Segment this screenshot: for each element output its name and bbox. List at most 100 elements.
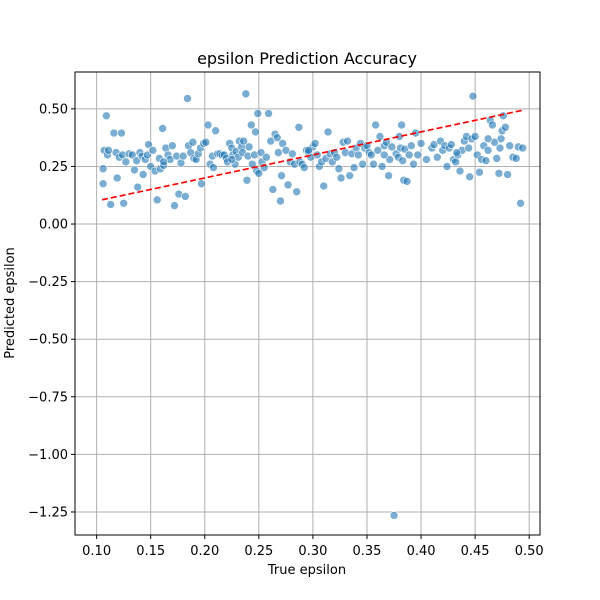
- x-tick-label: 0.35: [353, 544, 382, 559]
- scatter-point: [496, 134, 506, 144]
- y-axis-title: Predicted epsilon: [3, 247, 18, 359]
- scatter-point: [178, 151, 188, 161]
- y-tick-label: −1.00: [28, 448, 68, 463]
- scatter-point: [109, 128, 119, 138]
- scatter-point: [276, 196, 285, 206]
- scatter-point: [312, 150, 322, 160]
- scatter-point: [334, 164, 344, 174]
- scatter-point: [98, 164, 108, 174]
- scatter-point: [404, 150, 414, 160]
- y-tick-label: −0.25: [28, 275, 68, 290]
- scatter-point: [209, 163, 218, 172]
- scatter-point: [389, 511, 399, 520]
- y-tick-label: 0.25: [39, 160, 68, 175]
- scatter-point: [367, 150, 376, 160]
- x-tick-label: 0.45: [461, 544, 490, 559]
- scatter-point: [483, 146, 493, 155]
- scatter-point: [343, 136, 352, 146]
- x-tick-label: 0.40: [407, 544, 436, 559]
- scatter-point: [268, 185, 278, 194]
- scatter-point: [323, 127, 333, 137]
- scatter-point: [379, 150, 389, 160]
- scatter-point: [345, 171, 354, 180]
- scatter-point: [158, 124, 167, 133]
- x-tick-label: 0.30: [298, 544, 327, 559]
- scatter-point: [387, 142, 397, 152]
- scatter-point: [402, 177, 412, 186]
- scatter-point: [481, 156, 491, 165]
- scatter-point: [98, 179, 108, 189]
- scatter-point: [407, 141, 416, 151]
- scatter-point: [159, 157, 168, 167]
- scatter-point: [494, 169, 504, 178]
- scatter-point: [112, 173, 122, 183]
- scatter-point: [511, 154, 521, 163]
- scatter-point: [371, 120, 380, 130]
- scatter-point: [144, 140, 153, 149]
- scatter-point: [254, 169, 264, 178]
- scatter-point: [465, 172, 475, 182]
- y-tick-label: −0.50: [28, 333, 68, 348]
- scatter-point: [283, 180, 293, 190]
- scatter-point: [203, 120, 213, 130]
- scatter-point: [319, 181, 329, 191]
- scatter-point: [119, 198, 128, 208]
- scatter-point: [377, 162, 387, 171]
- scatter-point: [197, 179, 206, 189]
- y-tick-label: −0.75: [28, 390, 68, 405]
- scatter-point: [409, 159, 418, 169]
- scatter-point: [244, 142, 254, 152]
- scatter-point: [148, 146, 158, 155]
- scatter-point: [211, 126, 220, 136]
- scatter-point: [272, 133, 282, 142]
- scatter-point: [188, 137, 198, 147]
- scatter-point: [121, 157, 131, 167]
- scatter-point: [262, 152, 271, 162]
- scatter-point: [447, 140, 456, 149]
- scatter-point: [495, 143, 505, 153]
- scatter-point: [488, 120, 497, 130]
- scatter-point: [455, 166, 465, 176]
- scatter-point: [299, 163, 309, 172]
- scatter-point: [464, 143, 473, 153]
- scatter-point: [468, 91, 478, 101]
- scatter-point: [253, 109, 263, 118]
- scatter-point: [239, 136, 248, 146]
- x-tick-label: 0.50: [515, 544, 544, 559]
- scatter-point: [183, 94, 192, 103]
- scatter-point: [133, 182, 143, 192]
- scatter-point: [102, 111, 111, 121]
- scatter-point: [470, 132, 480, 141]
- scatter-point: [181, 192, 190, 201]
- scatter-point: [358, 159, 367, 169]
- scatter-point: [373, 146, 383, 155]
- plot-frame: [74, 71, 541, 536]
- scatter-point: [310, 139, 320, 148]
- scatter-point: [452, 148, 462, 157]
- scatter-point: [503, 170, 512, 179]
- scatter-point: [251, 127, 260, 137]
- scatter-point: [516, 198, 525, 208]
- scatter-point: [168, 141, 177, 151]
- x-tick-label: 0.15: [136, 544, 165, 559]
- scatter-point: [483, 134, 493, 144]
- scatter-point: [264, 109, 273, 118]
- scatter-point: [294, 122, 304, 132]
- scatter-point: [152, 195, 162, 205]
- x-tick-label: 0.10: [82, 544, 111, 559]
- x-tick-label: 0.25: [244, 544, 273, 559]
- scatter-point: [242, 175, 252, 185]
- x-axis: 0.10 0.15 0.20 0.25 0.30 0.35 0.40 0.45 0.50: [82, 535, 544, 559]
- scatter-point: [278, 139, 287, 148]
- scatter-point: [349, 163, 359, 172]
- scatter-point: [442, 162, 452, 171]
- scatter-point: [332, 152, 341, 162]
- scatter-point: [422, 155, 431, 164]
- x-axis-title: True epsilon: [267, 563, 346, 578]
- y-tick-label: 0.00: [39, 218, 68, 233]
- scatter-point: [227, 155, 237, 164]
- scatter-point: [492, 154, 502, 163]
- chart-title: epsilon Prediction Accuracy: [197, 49, 417, 68]
- scatter-point: [277, 171, 286, 180]
